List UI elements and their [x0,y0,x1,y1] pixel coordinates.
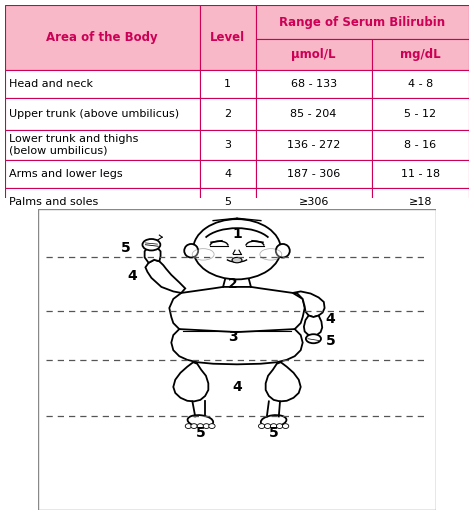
Ellipse shape [232,258,242,263]
Bar [200,5,255,70]
Polygon shape [145,246,161,263]
Text: Upper trunk (above umbilicus): Upper trunk (above umbilicus) [9,109,180,119]
Text: Level: Level [210,31,245,44]
Circle shape [271,424,277,428]
Text: 4: 4 [224,168,231,179]
Bar [372,39,469,70]
Bar [200,98,255,130]
Text: 187 - 306: 187 - 306 [287,168,340,179]
Ellipse shape [261,415,286,427]
Polygon shape [173,362,209,401]
Circle shape [258,424,265,428]
Circle shape [264,424,271,428]
Bar [5,130,200,160]
Text: Head and neck: Head and neck [9,79,93,89]
Ellipse shape [193,219,281,279]
Circle shape [197,424,203,428]
Bar [372,130,469,160]
Ellipse shape [276,244,290,258]
Text: 5: 5 [121,241,130,255]
Bar [255,187,372,216]
Polygon shape [265,362,301,401]
Text: 5: 5 [224,197,231,207]
Text: Range of Serum Bilirubin: Range of Serum Bilirubin [279,15,446,28]
Text: μmol/L: μmol/L [292,48,336,61]
Text: 4: 4 [326,312,336,325]
Bar [255,39,372,70]
Bar [5,187,200,216]
Circle shape [276,424,283,428]
Bar [200,160,255,187]
Bar [255,70,372,98]
Text: mg/dL: mg/dL [400,48,441,61]
Bar [255,98,372,130]
Text: Palms and soles: Palms and soles [9,197,99,207]
Text: 2: 2 [224,109,231,119]
Text: 5: 5 [326,334,336,348]
Polygon shape [169,287,305,339]
Text: 85 - 204: 85 - 204 [291,109,337,119]
Text: Area of the Body: Area of the Body [46,31,158,44]
Ellipse shape [306,334,321,343]
Ellipse shape [184,244,198,258]
Text: 4 - 8: 4 - 8 [408,79,433,89]
Text: 4: 4 [128,269,137,283]
Polygon shape [293,291,325,317]
Bar [372,160,469,187]
Circle shape [203,424,210,428]
Text: 1: 1 [232,227,242,241]
Text: 2: 2 [228,277,238,291]
Bar [255,160,372,187]
Text: 3: 3 [228,330,238,344]
Bar [255,5,469,39]
Bar [5,5,200,70]
Text: 136 - 272: 136 - 272 [287,140,340,150]
Circle shape [191,424,197,428]
Ellipse shape [188,415,213,427]
Bar [200,187,255,216]
Bar [200,130,255,160]
Text: 8 - 16: 8 - 16 [404,140,437,150]
Bar [372,70,469,98]
Bar [372,98,469,130]
Text: 68 - 133: 68 - 133 [291,79,337,89]
Text: ≥306: ≥306 [299,197,329,207]
Text: 5: 5 [269,426,279,440]
Circle shape [185,424,191,428]
Polygon shape [304,316,322,336]
Ellipse shape [142,239,160,250]
Ellipse shape [260,249,282,260]
Circle shape [209,424,215,428]
Bar [255,130,372,160]
Text: 11 - 18: 11 - 18 [401,168,440,179]
Circle shape [283,424,289,428]
Polygon shape [146,260,185,293]
Bar [5,98,200,130]
Bar [372,187,469,216]
Text: 3: 3 [224,140,231,150]
Bar [5,160,200,187]
Text: ≥18: ≥18 [409,197,432,207]
Ellipse shape [192,249,214,260]
Text: 5: 5 [195,426,205,440]
Text: 5 - 12: 5 - 12 [404,109,437,119]
Polygon shape [171,329,303,364]
Bar [200,70,255,98]
Text: Lower trunk and thighs
(below umbilicus): Lower trunk and thighs (below umbilicus) [9,134,139,156]
Text: 1: 1 [224,79,231,89]
Text: 4: 4 [232,380,242,394]
Bar [5,70,200,98]
Text: Arms and lower legs: Arms and lower legs [9,168,123,179]
